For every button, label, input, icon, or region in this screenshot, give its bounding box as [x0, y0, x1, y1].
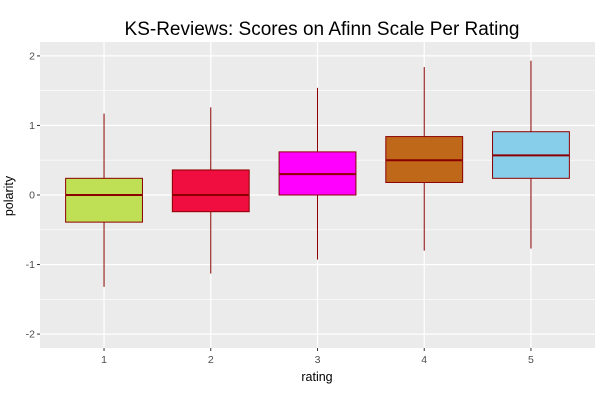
chart-title: KS-Reviews: Scores on Afinn Scale Per Ra… [125, 19, 520, 40]
x-axis-label: rating [301, 370, 332, 384]
x-tick-label: 2 [208, 354, 214, 366]
x-tick-label: 1 [101, 354, 107, 366]
x-tick-label: 5 [528, 354, 534, 366]
y-tick-label: -2 [26, 329, 35, 341]
boxes-layer [65, 60, 570, 287]
x-tick-label: 4 [421, 354, 427, 366]
y-axis-label: polarity [2, 175, 16, 216]
box-5 [492, 60, 570, 249]
y-tick-label: 0 [29, 190, 35, 202]
y-tick-label: 1 [29, 120, 35, 132]
box-3 [278, 87, 357, 260]
box-2 [171, 107, 250, 274]
box-4 [385, 67, 464, 251]
x-axis: 1 2 3 4 5 [101, 348, 534, 366]
x-tick-label: 3 [315, 354, 321, 366]
box-iqr [65, 177, 143, 223]
box-1 [65, 113, 143, 287]
box-iqr [171, 169, 250, 213]
y-tick-label: 2 [29, 50, 35, 62]
y-axis: -2 -1 0 1 2 [26, 50, 40, 341]
y-tick-label: -1 [26, 259, 35, 271]
